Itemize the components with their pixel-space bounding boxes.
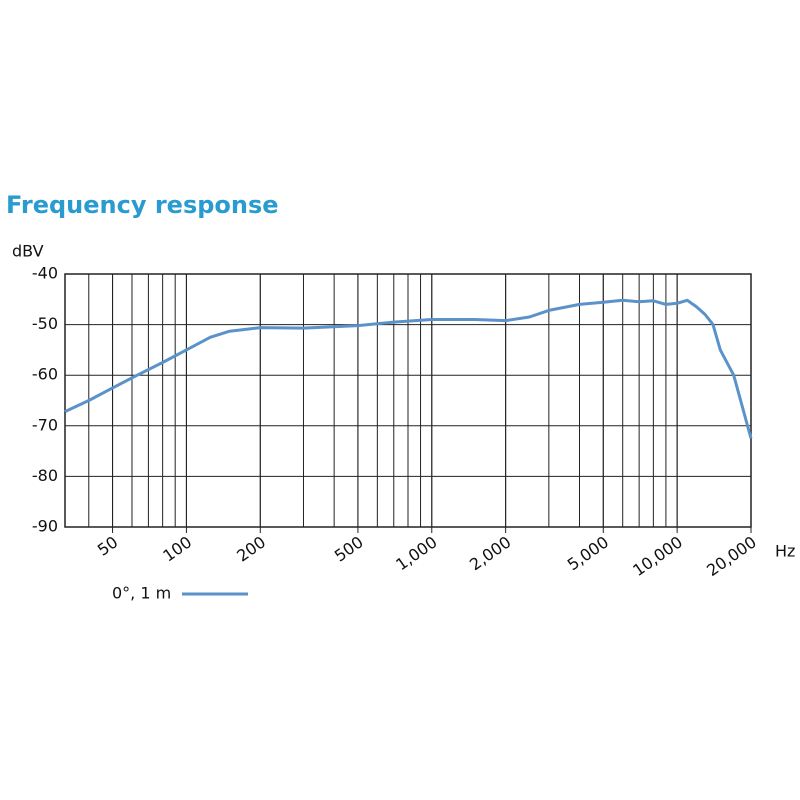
data-line	[64, 298, 753, 439]
y-tick-label: -70	[32, 415, 58, 434]
y-axis-label: dBV	[12, 242, 44, 261]
x-tick-label: 50	[94, 532, 122, 559]
chart-title: Frequency response	[6, 191, 279, 219]
x-tick-label: 10,000	[629, 532, 686, 580]
x-tick-label: 20,000	[703, 532, 760, 580]
y-tick-label: -60	[32, 365, 58, 384]
x-tick-label: 1,000	[392, 532, 440, 574]
y-tick-label: -40	[32, 264, 58, 283]
y-tick-label: -80	[32, 466, 58, 485]
plot-frame	[64, 273, 752, 528]
x-tick-label: 2,000	[466, 532, 514, 574]
x-tick-label: 500	[331, 532, 367, 565]
x-axis-label: Hz	[775, 542, 795, 561]
x-tick-label: 200	[233, 532, 269, 565]
x-tick-label: 100	[159, 532, 195, 565]
y-tick-label: -90	[32, 517, 58, 536]
y-tick-label: -50	[32, 314, 58, 333]
x-tick-label: 5,000	[564, 532, 612, 574]
legend-label: 0°, 1 m	[112, 584, 171, 603]
